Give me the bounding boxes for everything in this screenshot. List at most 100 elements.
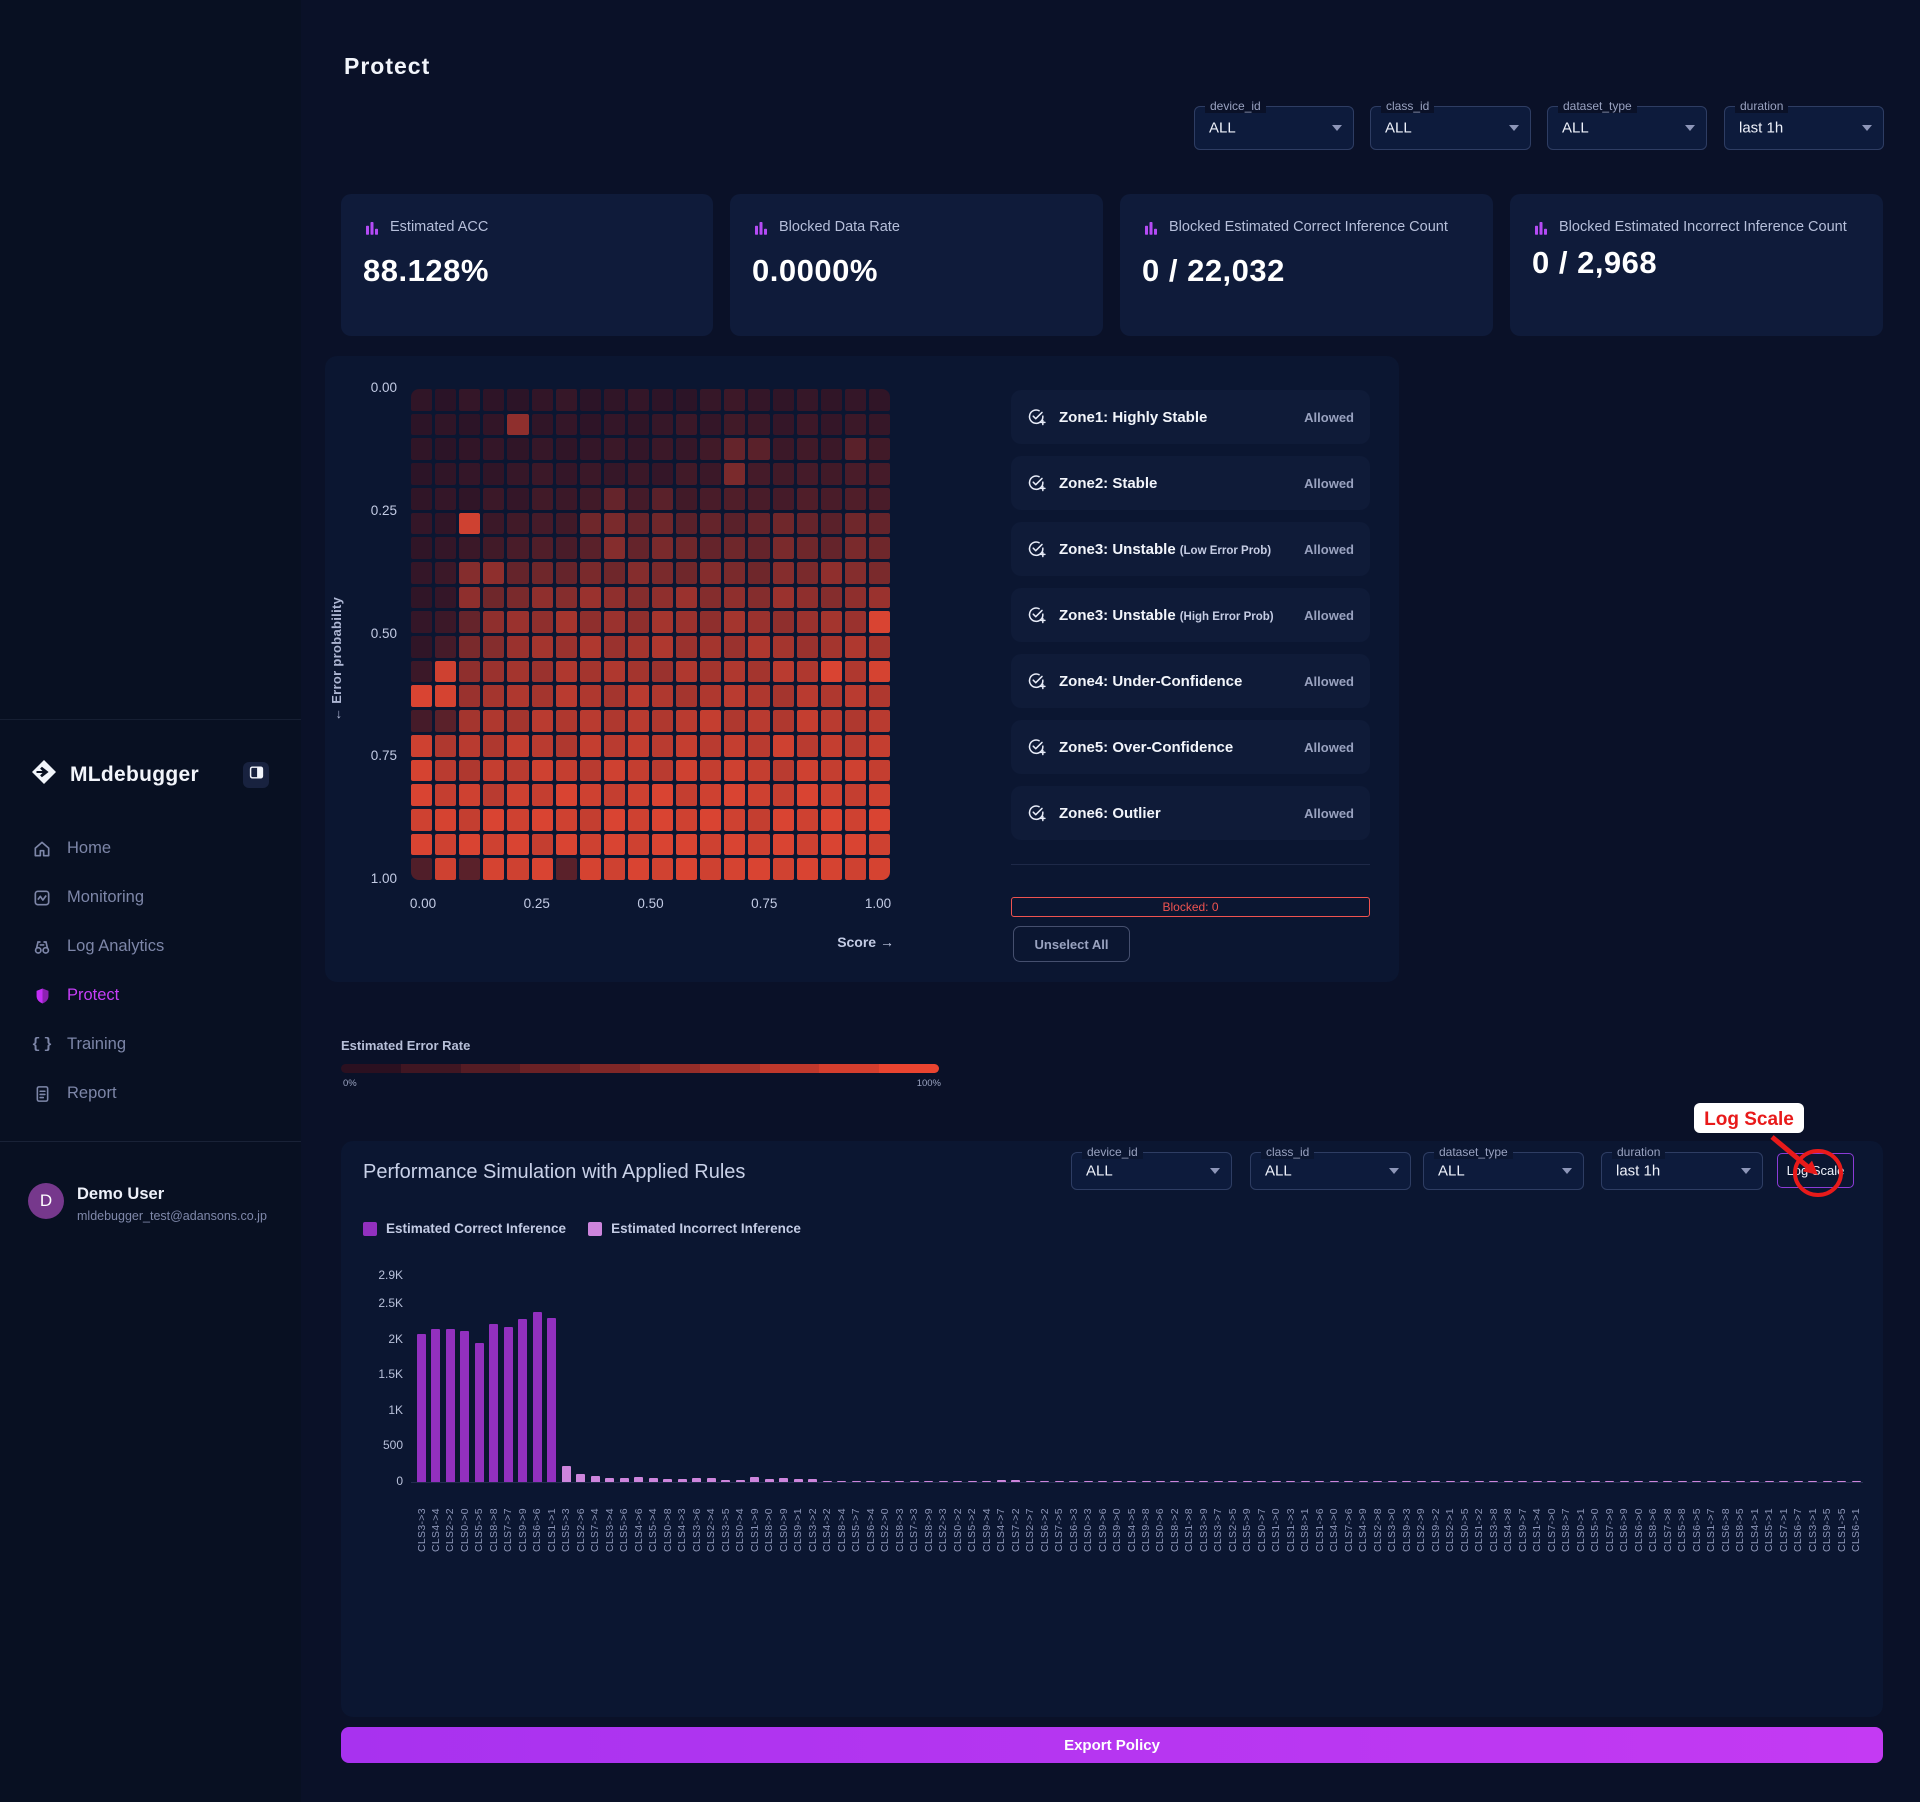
bar — [1793, 1480, 1803, 1482]
sidebar-item-report[interactable]: Report — [0, 1069, 301, 1118]
heatmap-cell — [820, 389, 842, 411]
select-label: duration — [1735, 99, 1789, 113]
bar — [1764, 1480, 1774, 1482]
heatmap-cell — [796, 561, 818, 584]
heatmap-cell — [700, 759, 722, 782]
heatmap-cell — [844, 759, 866, 782]
perf-class-id-select[interactable]: class_id ALL — [1250, 1145, 1411, 1190]
perf-dataset-type-select[interactable]: dataset_type ALL — [1423, 1145, 1584, 1190]
heatmap-cell — [676, 487, 698, 510]
bar — [1387, 1480, 1397, 1482]
heatmap-cell — [748, 487, 770, 510]
select-value: ALL — [1385, 119, 1412, 137]
error-rate-gradient-segment — [759, 1064, 820, 1073]
zone-rule-row[interactable]: Zone3: Unstable (Low Error Prob) Allowed — [1011, 522, 1370, 576]
zone-rule-row[interactable]: Zone1: Highly Stable Allowed — [1011, 390, 1370, 444]
zone-rule-row[interactable]: Zone2: Stable Allowed — [1011, 456, 1370, 510]
heatmap-cell — [652, 487, 674, 510]
heatmap-cell — [579, 710, 601, 732]
heatmap-cell — [483, 611, 505, 633]
bar — [721, 1479, 731, 1482]
bar — [417, 1334, 426, 1482]
heatmap-cell — [603, 759, 625, 782]
bar — [1184, 1480, 1194, 1482]
zone-rule-row[interactable]: Zone4: Under-Confidence Allowed — [1011, 654, 1370, 708]
heatmap-cell — [531, 660, 553, 683]
heatmap-cell — [507, 734, 529, 757]
duration-select[interactable]: duration last 1h — [1724, 99, 1884, 150]
heatmap-cell — [435, 438, 457, 461]
heatmap-cell — [748, 438, 770, 461]
bar-chart-x-tick-label: CLS3->2 — [806, 1508, 819, 1552]
bar-chart-x-tick-label: CLS0->0 — [458, 1508, 471, 1552]
zone-rule-row[interactable]: Zone3: Unstable (High Error Prob) Allowed — [1011, 588, 1370, 642]
heatmap-cell — [700, 808, 722, 831]
heatmap-cell — [868, 759, 890, 782]
heatmap-cell — [579, 438, 601, 461]
heatmap-cell — [796, 611, 818, 633]
error-rate-gradient-segment — [580, 1064, 640, 1073]
sidebar-item-training[interactable]: { } Training — [0, 1020, 301, 1069]
bar — [967, 1480, 977, 1482]
heatmap-cell — [483, 537, 505, 559]
unselect-all-button[interactable]: Unselect All — [1013, 926, 1130, 962]
check-circle-plus-icon — [1027, 407, 1047, 427]
heatmap-cell — [868, 636, 890, 658]
bar-chart-x-tick-label: CLS1->1 — [545, 1508, 558, 1552]
heatmap-cell — [483, 438, 505, 461]
heatmap-cell — [507, 586, 529, 609]
zone-status: Allowed — [1304, 409, 1354, 425]
bar-chart-x-tick-label: CLS6->2 — [1038, 1508, 1051, 1552]
perf-device-id-select[interactable]: device_id ALL — [1071, 1145, 1232, 1190]
heatmap-cell — [652, 685, 674, 708]
heatmap-cell — [868, 710, 890, 732]
sidebar-item-log-analytics[interactable]: Log Analytics — [0, 922, 301, 971]
bar — [634, 1476, 644, 1482]
sidebar-item-home[interactable]: Home — [0, 824, 301, 873]
sidebar-collapse-button[interactable] — [243, 762, 269, 788]
class-id-select[interactable]: class_id ALL — [1370, 99, 1531, 150]
heatmap-cell — [700, 784, 722, 806]
bar — [866, 1480, 876, 1482]
heatmap-cell — [724, 858, 746, 880]
heatmap-y-tick: 0.75 — [370, 748, 397, 764]
heatmap-cell — [579, 561, 601, 584]
heatmap-cell — [411, 561, 433, 584]
heatmap-cell — [531, 611, 553, 633]
bar-chart-x-tick-label: CLS6->6 — [531, 1508, 544, 1552]
heatmap-cell — [844, 710, 866, 732]
sidebar-item-protect[interactable]: Protect — [0, 971, 301, 1020]
heatmap-cell — [627, 710, 649, 732]
heatmap-cell — [627, 463, 649, 485]
device-id-select[interactable]: device_id ALL — [1194, 99, 1354, 150]
heatmap-cell — [844, 784, 866, 806]
heatmap-cell — [459, 808, 481, 831]
bar-chart-x-tick-label: CLS4->9 — [1357, 1508, 1370, 1552]
heatmap-cell — [796, 858, 818, 880]
heatmap-cell — [531, 413, 553, 436]
perf-duration-select[interactable]: duration last 1h — [1601, 1145, 1763, 1190]
heatmap-cell — [627, 487, 649, 510]
heatmap-cell — [748, 586, 770, 609]
heatmap-cell — [700, 413, 722, 436]
bar-chart-x-tick-label: CLS7->9 — [1603, 1508, 1616, 1552]
bar — [1199, 1480, 1209, 1482]
zone-rule-row[interactable]: Zone5: Over-Confidence Allowed — [1011, 720, 1370, 774]
export-policy-button[interactable]: Export Policy — [341, 1727, 1883, 1763]
heatmap-cell — [483, 660, 505, 683]
bar-chart-x-tick-label: CLS6->3 — [1067, 1508, 1080, 1552]
sidebar-item-monitoring[interactable]: Monitoring — [0, 873, 301, 922]
heatmap-cell — [700, 463, 722, 485]
heatmap-cell — [507, 759, 529, 782]
stat-value: 0.0000% — [752, 253, 878, 288]
heatmap-cell — [555, 512, 577, 535]
heatmap-cell — [700, 487, 722, 510]
user-profile[interactable]: D Demo User mldebugger_test@adansons.co.… — [28, 1183, 267, 1223]
bar-chart-x-tick-label: CLS9->1 — [792, 1508, 805, 1552]
dataset-type-select[interactable]: dataset_type ALL — [1547, 99, 1707, 150]
heatmap-cell — [724, 463, 746, 485]
heatmap-cell — [820, 784, 842, 806]
heatmap-cell — [724, 487, 746, 510]
zone-rule-row[interactable]: Zone6: Outlier Allowed — [1011, 786, 1370, 840]
select-value: ALL — [1265, 1162, 1292, 1180]
